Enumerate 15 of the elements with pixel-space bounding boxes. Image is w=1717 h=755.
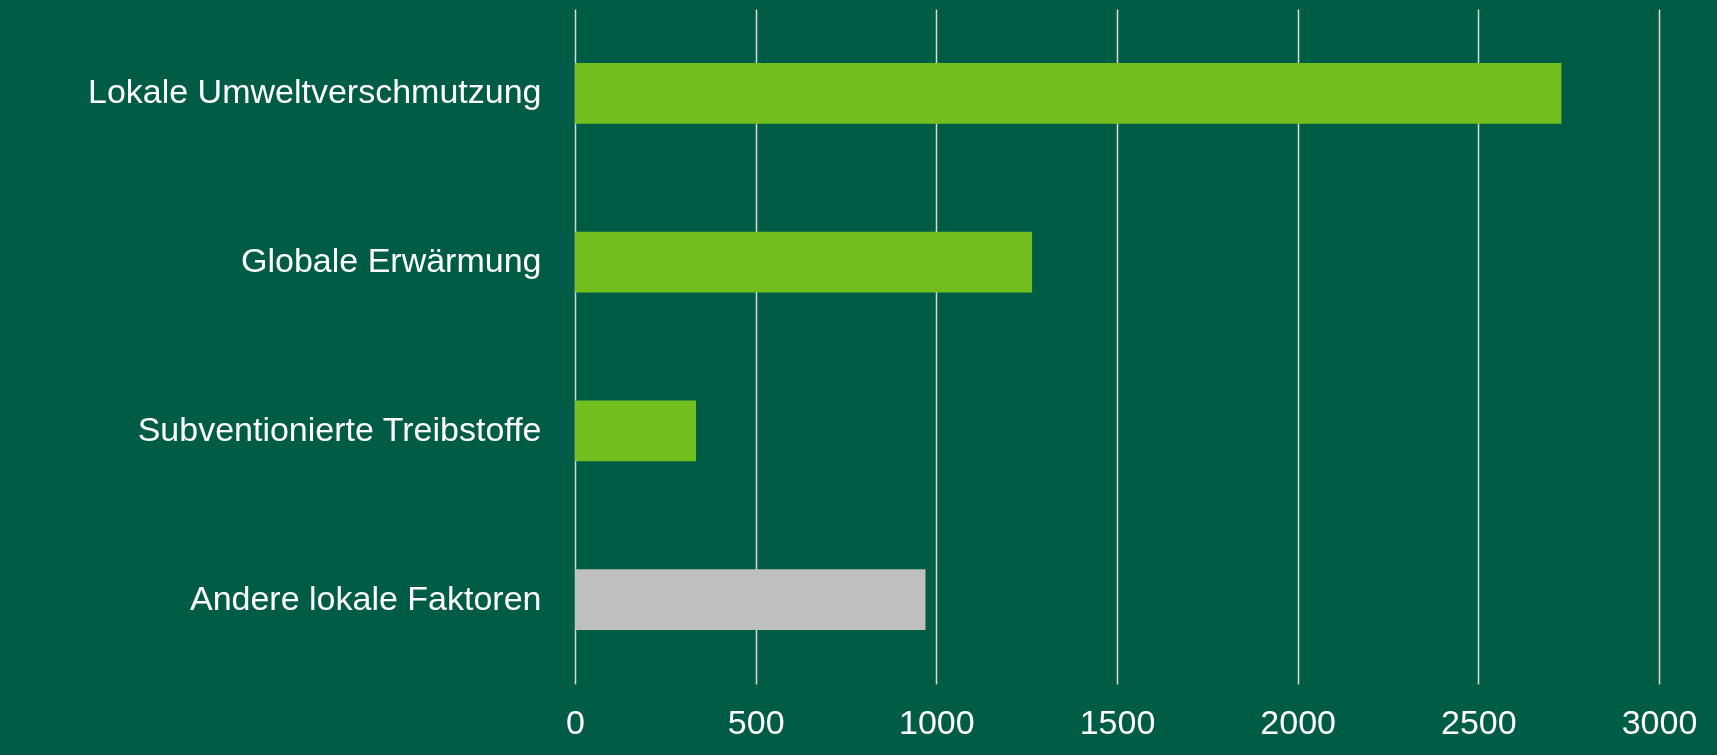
x-tick-label: 0 [566,702,585,741]
y-tick-label: Andere lokale Faktoren [189,578,542,617]
x-tick-label: 2500 [1441,702,1517,741]
y-tick-label: Lokale Umweltverschmutzung [87,72,542,111]
x-tick-label: 500 [727,702,785,741]
x-tick-label: 1000 [899,702,975,741]
bar [575,231,1033,293]
bar [575,569,926,630]
bar [575,400,697,462]
x-tick-label: 2000 [1260,702,1336,741]
bar [575,63,1562,124]
x-tick-label: 1500 [1079,702,1156,741]
x-tick-label: 3000 [1621,702,1698,741]
y-tick-label: Globale Erwärmung [241,241,542,280]
y-tick-label: Subventionierte Treibstoffe [137,409,542,448]
